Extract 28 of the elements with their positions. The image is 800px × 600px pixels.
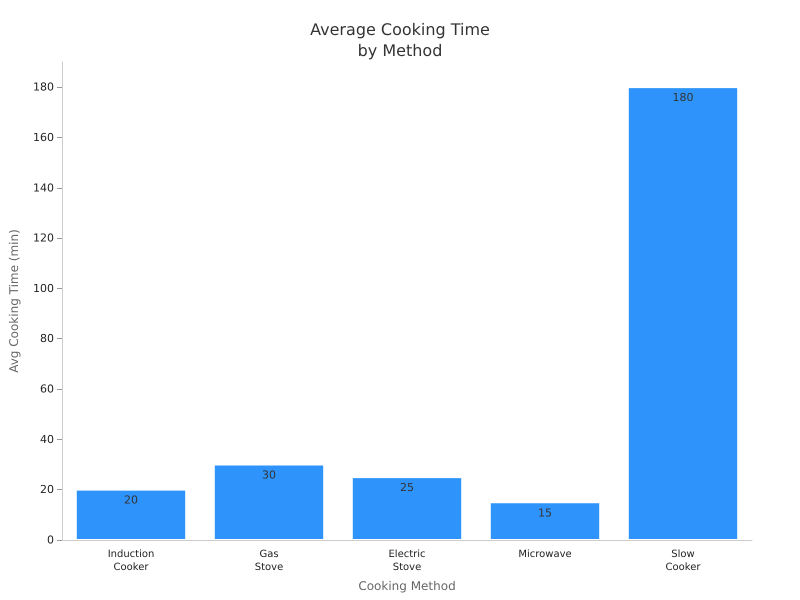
y-tick-label: 100: [33, 282, 54, 295]
data-label: 180: [672, 91, 694, 104]
y-tick-label: 80: [40, 332, 54, 346]
y-axis-title: Avg Cooking Time (min): [7, 229, 21, 373]
x-tick-label: Electric Stove: [388, 549, 426, 573]
bar: [628, 87, 738, 540]
y-tick-label: 180: [33, 80, 54, 94]
data-label: 20: [124, 494, 138, 507]
data-label: 25: [400, 481, 414, 494]
y-tick-label: 60: [40, 382, 54, 396]
y-tick-label: 0: [47, 534, 54, 546]
y-tick-label: 160: [33, 130, 54, 144]
x-tick-label: Induction Cooker: [108, 549, 154, 573]
x-tick-label: Gas Stove: [254, 549, 284, 573]
bar: [352, 477, 462, 540]
bar: [214, 464, 324, 540]
bar: [76, 490, 186, 540]
chart-title: Average Cooking Time by Method: [310, 20, 490, 60]
y-tick-label: 40: [40, 432, 54, 446]
y-tick-label: 20: [40, 483, 54, 496]
y-tick-label: 120: [33, 232, 54, 245]
y-tick-label: 140: [33, 181, 54, 194]
x-axis-title: Cooking Method: [358, 579, 456, 593]
x-tick-label: Slow Cooker: [666, 549, 702, 573]
data-label: 30: [262, 468, 276, 482]
bar: [490, 502, 600, 540]
x-tick-label: Microwave: [518, 549, 572, 560]
data-label: 15: [538, 506, 552, 520]
